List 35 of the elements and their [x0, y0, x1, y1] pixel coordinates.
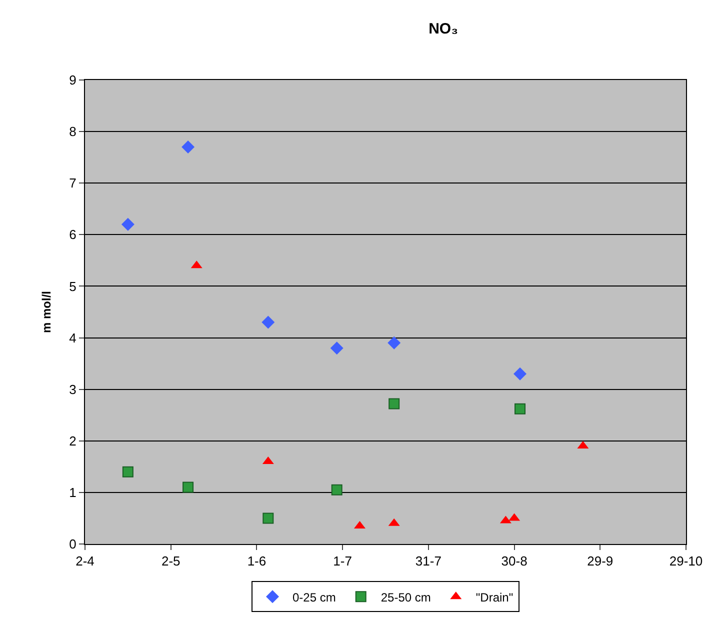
legend-label: "Drain"	[476, 590, 514, 604]
chart-title: NO₃	[428, 20, 458, 38]
point	[121, 218, 134, 231]
y-tick-label: 3	[69, 382, 76, 397]
y-tick-label: 8	[69, 124, 76, 140]
point	[331, 484, 342, 496]
point	[514, 367, 527, 380]
x-tick-label: 2-4	[76, 554, 94, 569]
point	[388, 398, 400, 410]
y-tick-label: 7	[69, 176, 76, 191]
point	[514, 403, 526, 414]
y-tick-label: 4	[69, 330, 76, 346]
x-tick-label: 31-7	[415, 554, 442, 569]
y-tick-label: 9	[69, 72, 76, 88]
y-axis-title: m mol/l	[39, 290, 54, 334]
legend-label: 25-50 cm	[380, 590, 431, 604]
y-tick-label: 0	[69, 536, 76, 552]
y-tick-label: 2	[69, 433, 76, 448]
point	[182, 482, 194, 493]
legend-label: 0-25 cm	[292, 590, 336, 604]
x-tick-label: 1-6	[247, 554, 266, 569]
point	[262, 512, 274, 524]
point	[330, 342, 344, 355]
x-tick-label: 2-5	[161, 554, 180, 569]
point	[262, 316, 275, 329]
x-tick-label: 29-9	[587, 554, 614, 569]
y-tick-label: 5	[69, 278, 76, 294]
point	[182, 140, 195, 154]
point	[388, 336, 401, 350]
y-tick-label: 1	[69, 484, 76, 500]
point	[122, 466, 134, 478]
x-tick-label: 30-8	[501, 554, 528, 569]
y-tick-label: 6	[69, 227, 76, 242]
x-tick-label: 1-7	[333, 554, 352, 569]
x-tick-label: 29-10	[669, 554, 703, 569]
